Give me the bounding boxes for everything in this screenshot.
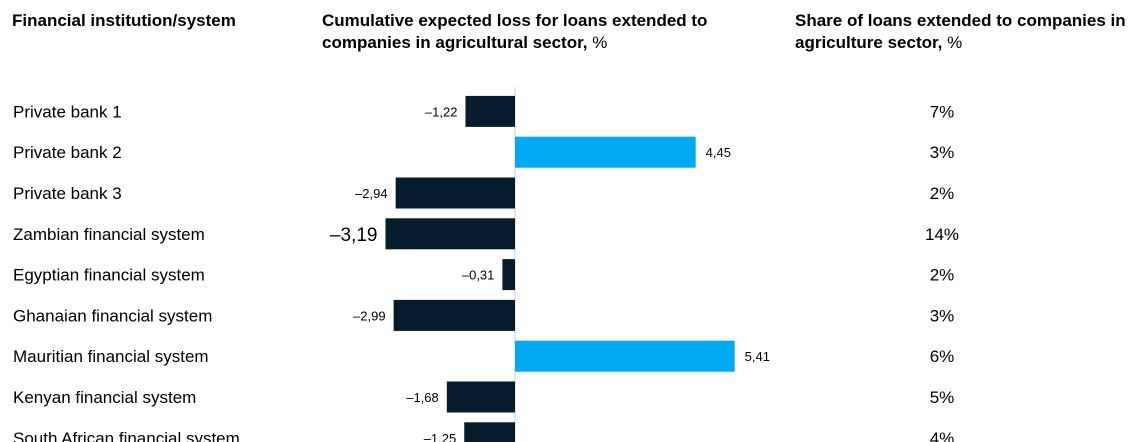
loss-bar — [515, 340, 735, 372]
share-value: 6% — [930, 347, 955, 366]
loss-bar — [395, 177, 515, 209]
category-label: Kenyan financial system — [13, 388, 196, 407]
category-label: Zambian financial system — [13, 225, 205, 244]
loss-bar — [385, 218, 515, 250]
category-label: South African financial system — [13, 429, 240, 442]
category-label: Private bank 1 — [13, 102, 122, 121]
category-label: Mauritian financial system — [13, 347, 209, 366]
loss-bar — [393, 299, 515, 331]
loan-share-header-unit: % — [947, 33, 963, 52]
share-value: 3% — [930, 143, 955, 162]
loan-share-header-text: Share of loans extended to companies in … — [795, 11, 1126, 52]
value-label: –1,22 — [425, 104, 458, 119]
expected-loss-header-unit: % — [592, 33, 608, 52]
value-label: –1,25 — [424, 431, 457, 442]
loss-bar — [464, 422, 515, 442]
category-label: Egyptian financial system — [13, 266, 205, 285]
loss-bar — [502, 259, 515, 291]
value-label: –1,68 — [406, 390, 439, 405]
value-label: –0,31 — [462, 268, 495, 283]
loan-share-column-header: Share of loans extended to companies in … — [795, 10, 1135, 54]
share-value: 3% — [930, 306, 955, 325]
share-value: 7% — [930, 102, 955, 121]
value-label: 4,45 — [706, 145, 731, 160]
share-value: 5% — [930, 388, 955, 407]
loss-bar — [515, 136, 696, 168]
value-label: –2,99 — [353, 308, 386, 323]
value-label: 5,41 — [745, 349, 770, 364]
category-label: Ghanaian financial system — [13, 306, 212, 325]
institution-column-header: Financial institution/system — [12, 11, 236, 30]
category-label: Private bank 2 — [13, 143, 122, 162]
value-label: –2,94 — [355, 186, 388, 201]
loss-bar — [465, 95, 515, 127]
share-value: 14% — [925, 225, 959, 244]
expected-loss-column-header: Cumulative expected loss for loans exten… — [322, 10, 782, 54]
value-label: –3,19 — [330, 225, 378, 246]
share-value: 2% — [930, 184, 955, 203]
loss-bar — [446, 381, 515, 413]
share-value: 2% — [930, 266, 955, 285]
expected-loss-header-text: Cumulative expected loss for loans exten… — [322, 11, 708, 52]
category-label: Private bank 3 — [13, 184, 122, 203]
share-value: 4% — [930, 429, 955, 442]
